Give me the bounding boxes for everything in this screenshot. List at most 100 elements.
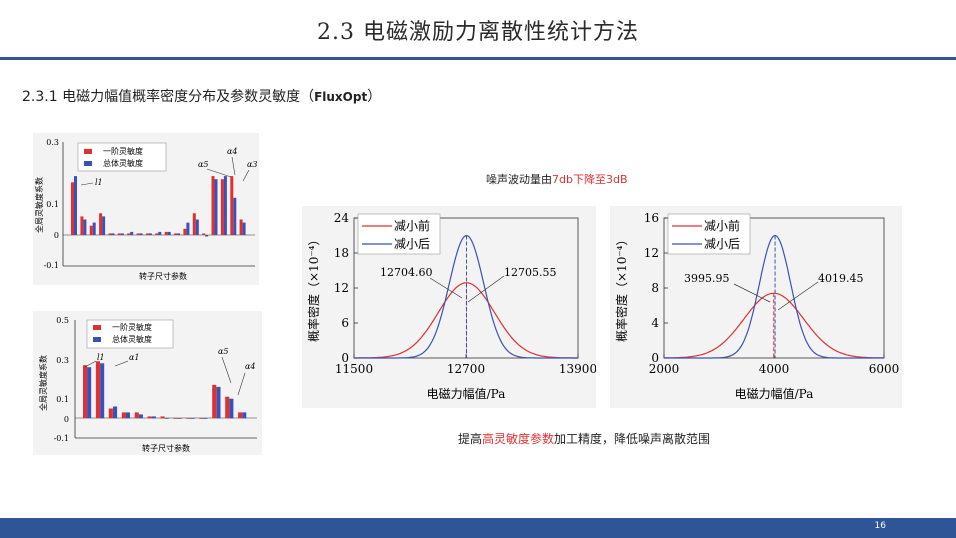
sensitivity-chart-2: 全局灵敏度系数 0.5 0.3 0.1 0 -0.1 转子尺寸参数 一阶灵敏度 … — [38, 316, 257, 453]
pdf1-ytick-0: 0 — [341, 351, 349, 365]
sens2-bar-total-11 — [229, 398, 234, 419]
sens2-annot-a4: α4 — [245, 362, 256, 371]
sens1-bar-first-16 — [220, 179, 224, 235]
sens1-legend-first: 一阶灵敏度 — [103, 146, 143, 156]
pdf1-label-left: 12704.60 — [380, 266, 433, 279]
pdf2-label-right-arrow — [777, 281, 819, 311]
pdf1-legend-after: 减小后 — [394, 237, 430, 251]
pdf2-xtick-1: 4000 — [759, 362, 790, 376]
sens1-bar-first-14 — [202, 233, 206, 235]
pdf1-ytick-1: 6 — [341, 316, 349, 330]
pdf2-label-right: 4019.45 — [818, 272, 864, 285]
sens1-ylabel: 全局灵敏度系数 — [34, 177, 44, 233]
sens2-bar-total-6 — [164, 418, 169, 419]
sens1-bar-total-1 — [83, 219, 87, 235]
sens2-legend-swatch-first — [93, 325, 101, 330]
pdf-chart-2-panel: 概率密度（×10⁻⁴） 电磁力幅值/Pa 0 4 8 12 16 2000 4000 6000… — [610, 206, 902, 408]
sens2-bar-first-7 — [173, 418, 178, 419]
sens1-ytick-1: 0.1 — [46, 200, 59, 209]
pdf1-ytick-4: 24 — [334, 211, 350, 225]
sens1-bar-total-17 — [233, 197, 237, 235]
sens1-bar-first-18 — [239, 219, 243, 235]
sens1-bar-total-3 — [102, 216, 106, 235]
pdf2-curve-after — [664, 234, 884, 359]
sens2-bar-total-3 — [125, 412, 130, 419]
pdf2-ytick-2: 8 — [651, 281, 659, 295]
pdf2-xtick-0: 2000 — [649, 362, 680, 376]
sens1-annot-l1-arrow — [80, 182, 94, 186]
sensitivity-chart-1: 全局灵敏度系数 0.3 0.1 0 -0.1 转子尺寸参数 一阶灵敏度 总体灵敏… — [34, 138, 258, 281]
sens2-bar-total-8 — [190, 418, 195, 419]
sensitivity-chart-1-panel: 全局灵敏度系数 0.3 0.1 0 -0.1 转子尺寸参数 一阶灵敏度 总体灵敏… — [33, 133, 259, 285]
sens1-bar-total-15 — [214, 179, 218, 235]
pdf-chart-1: 概率密度（×10⁻⁴） 电磁力幅值/Pa 0 6 12 18 24 11500 12700 1… — [306, 211, 597, 401]
pdf2-ytick-4: 16 — [644, 211, 659, 225]
sens1-bar-total-16 — [223, 176, 227, 235]
sens1-bar-total-2 — [92, 222, 96, 235]
pdf1-xlabel: 电磁力幅值/Pa — [427, 386, 506, 401]
paren-close: ） — [367, 89, 382, 105]
pdf1-label-left-arrow — [429, 277, 463, 299]
sens1-bar-first-12 — [183, 228, 187, 235]
pdf1-label-right-arrow — [467, 275, 505, 303]
sens1-bar-first-7 — [136, 233, 140, 235]
sens1-ytick-2: 0 — [54, 231, 59, 240]
note-noise-reduction: 噪声波动量由7db下降至3dB — [486, 171, 628, 187]
pdf-chart-2: 概率密度（×10⁻⁴） 电磁力幅值/Pa 0 4 8 12 16 2000 4000 6000… — [614, 211, 900, 401]
sens2-bar-total-2 — [113, 406, 118, 419]
sens1-ytick-0: 0.3 — [46, 138, 59, 147]
sens1-bar-total-7 — [139, 233, 143, 235]
sens2-legend-total: 总体灵敏度 — [112, 334, 152, 344]
sens2-annot-l1: l1 — [97, 353, 105, 362]
sens2-bar-total-12 — [242, 412, 247, 419]
sens1-bar-total-13 — [195, 219, 199, 235]
paren-open: （ — [300, 89, 315, 105]
sens1-bar-first-0 — [71, 182, 74, 235]
pdf1-ylabel: 概率密度（×10⁻⁴） — [306, 234, 321, 342]
sens1-bar-first-17 — [230, 176, 234, 235]
sens1-annot-a5-arrow — [206, 168, 232, 178]
sens2-bar-total-4 — [138, 414, 143, 419]
sens1-annot-a3-arrow — [242, 169, 250, 182]
sens2-bar-first-9 — [199, 418, 204, 419]
pdf1-xtick-2: 13900 — [559, 362, 596, 376]
sens2-annot-l1-arrow — [84, 360, 97, 368]
note-top-highlight: 7db下降至3dB — [552, 173, 628, 186]
note-bottom-prefix: 提高 — [458, 432, 483, 446]
pdf2-label-left-arrow — [733, 283, 771, 303]
sens1-xlabel: 转子尺寸参数 — [139, 271, 187, 281]
section-heading: 2.3.1 电磁力幅值概率密度分布及参数灵敏度（FluxOpt） — [22, 86, 381, 106]
sens2-ytick-2: 0.1 — [56, 395, 69, 404]
sens2-bar-first-12 — [238, 412, 243, 419]
pdf2-legend-after: 减小后 — [704, 237, 740, 251]
sens1-bar-total-8 — [148, 233, 152, 235]
sens1-bar-total-10 — [167, 231, 171, 235]
sens1-bar-first-15 — [211, 176, 215, 235]
sens1-annot-l1: l1 — [95, 178, 103, 187]
page-title: 2.3 电磁激励力离散性统计方法 — [317, 20, 639, 45]
note-bottom-highlight: 高灵敏度参数 — [482, 432, 555, 446]
sens1-ytick-3: -0.1 — [44, 261, 59, 270]
pdf2-ytick-3: 12 — [644, 246, 659, 260]
sens2-bar-first-2 — [108, 408, 113, 419]
sens2-xlabel: 转子尺寸参数 — [142, 443, 190, 453]
footer-bar: 16 — [0, 518, 956, 538]
pdf2-xlabel: 电磁力幅值/Pa — [735, 386, 814, 401]
sens2-bar-total-7 — [177, 418, 182, 419]
sens1-bar-total-0 — [74, 176, 77, 235]
sens1-annot-a3: α3 — [247, 160, 258, 169]
sens1-bar-first-1 — [80, 216, 84, 235]
sens1-bar-total-4 — [111, 233, 115, 235]
sens1-legend-total: 总体灵敏度 — [103, 158, 143, 168]
pdf1-xtick-1: 12700 — [447, 362, 485, 376]
sens1-bar-first-11 — [174, 233, 178, 235]
sens2-legend-swatch-total — [93, 337, 101, 342]
sens1-bar-first-6 — [127, 233, 131, 235]
sens2-bar-first-4 — [134, 412, 139, 419]
pdf1-label-right: 12705.55 — [504, 266, 557, 279]
pdf2-ylabel: 概率密度（×10⁻⁴） — [614, 234, 629, 342]
pdf2-xtick-2: 6000 — [869, 362, 900, 376]
sens2-legend-first: 一阶灵敏度 — [112, 322, 152, 332]
pdf-chart-1-panel: 概率密度（×10⁻⁴） 电磁力幅值/Pa 0 6 12 18 24 11500 12700 1… — [302, 206, 597, 408]
sens1-bar-first-13 — [192, 213, 196, 235]
